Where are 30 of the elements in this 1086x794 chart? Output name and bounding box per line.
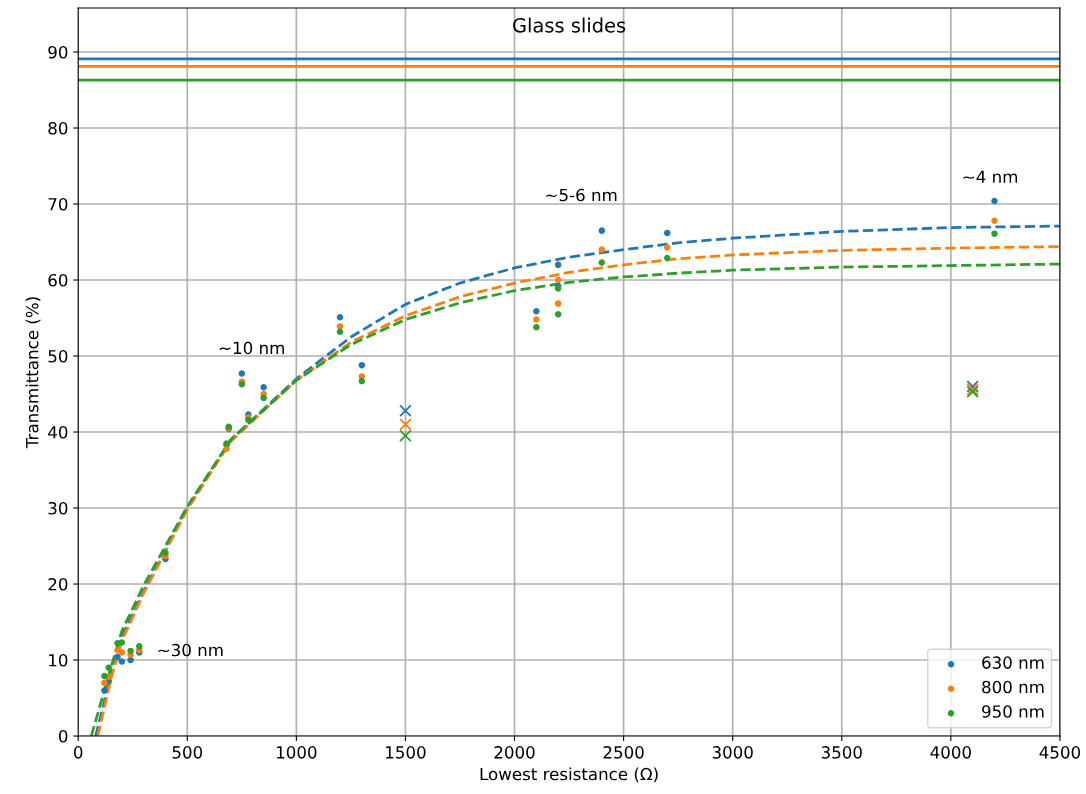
x-tick-label: 1500: [386, 746, 426, 759]
annotation: ~10 nm: [219, 341, 284, 355]
y-tick-label: 10: [49, 654, 68, 667]
y-tick-label: 30: [48, 501, 68, 515]
x-tick-label: 2000: [494, 746, 535, 759]
x-tick-label: 0: [73, 746, 83, 759]
x-tick-label: 3500: [821, 746, 862, 759]
annotation: ~5-6 nm: [546, 188, 617, 202]
y-tick-label: 40: [48, 425, 68, 439]
annotation: ~4 nm: [963, 170, 1018, 183]
x-tick-label: 3000: [712, 746, 753, 759]
x-tick-label: 1000: [276, 746, 317, 759]
annotation: ~30 nm: [158, 643, 223, 657]
y-tick-label: 80: [48, 121, 68, 135]
x-tick-label: 4500: [1039, 746, 1081, 759]
y-axis-title: Transmittance (%): [25, 297, 41, 449]
chart-title: Glass slides: [513, 17, 626, 33]
y-tick-label: 0: [58, 730, 68, 743]
x-axis-title: Lowest resistance (Ω): [480, 767, 658, 783]
x-tick-label: 4000: [930, 746, 971, 759]
y-tick-label: 60: [48, 273, 68, 287]
legend-label: 800 nm: [982, 680, 1044, 694]
y-tick-label: 50: [48, 349, 68, 363]
legend-label: 630 nm: [982, 656, 1044, 669]
x-tick-label: 500: [172, 746, 203, 759]
y-tick-label: 20: [48, 578, 68, 591]
x-tick-label: 2500: [603, 746, 644, 759]
y-tick-label: 70: [48, 197, 68, 211]
y-tick-label: 90: [48, 45, 68, 59]
legend-label: 950 nm: [982, 705, 1044, 718]
